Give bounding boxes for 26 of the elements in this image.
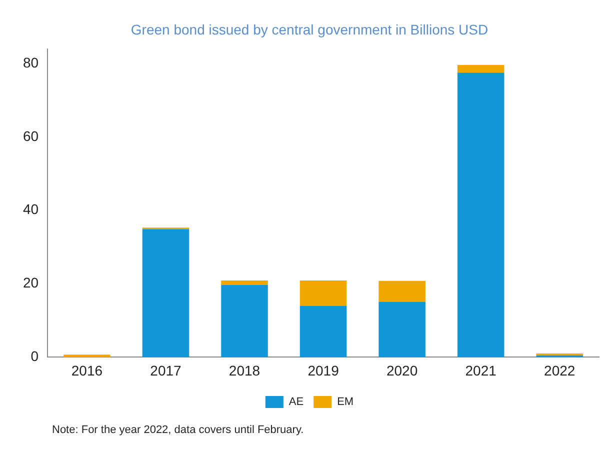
y-tick-label: 40 <box>22 201 39 218</box>
x-tick-label: 2016 <box>71 362 103 378</box>
y-tick-label: 0 <box>30 348 39 364</box>
bar <box>457 64 504 73</box>
bar <box>300 280 347 306</box>
bar <box>378 302 426 358</box>
bar <box>221 284 268 358</box>
x-tick-label: 2019 <box>308 362 340 378</box>
bar <box>64 354 110 358</box>
bar <box>378 280 426 302</box>
bar <box>142 229 190 358</box>
x-tick-label: 2018 <box>228 362 260 378</box>
x-tick-label: 2021 <box>465 362 497 378</box>
x-tick-label: 2022 <box>544 362 576 378</box>
y-tick-label: 20 <box>22 274 39 291</box>
y-tick-label: 60 <box>22 128 39 144</box>
text: Note: For the year 2022, data covers until February. <box>52 424 304 436</box>
bar <box>457 72 504 358</box>
x-tick-label: 2017 <box>150 362 182 378</box>
y-tick-label: 80 <box>22 54 39 70</box>
bar <box>300 306 347 358</box>
legend-label: EM <box>337 396 354 408</box>
legend-label: AE <box>288 396 304 408</box>
chart-title: Green bond issued by central government in Billions USD <box>130 21 488 38</box>
bar <box>221 280 268 285</box>
x-tick-label: 2020 <box>386 362 418 378</box>
